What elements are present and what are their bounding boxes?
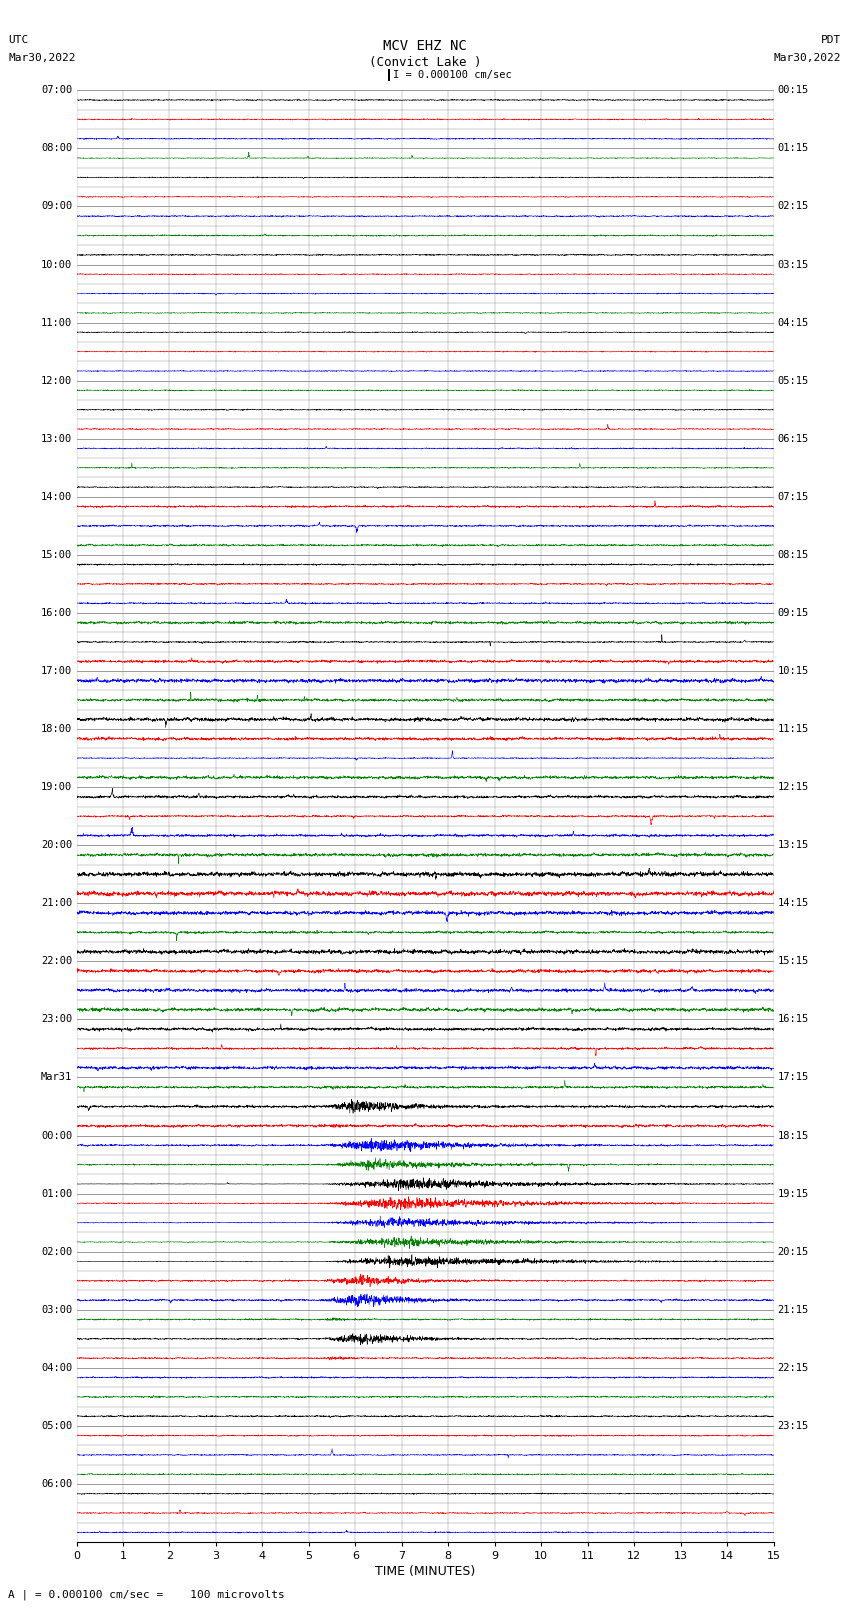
Text: 23:00: 23:00 (41, 1015, 72, 1024)
Text: 14:15: 14:15 (778, 898, 809, 908)
Text: 16:15: 16:15 (778, 1015, 809, 1024)
Text: 02:00: 02:00 (41, 1247, 72, 1257)
Text: Mar30,2022: Mar30,2022 (8, 53, 76, 63)
Text: A | = 0.000100 cm/sec =    100 microvolts: A | = 0.000100 cm/sec = 100 microvolts (8, 1589, 286, 1600)
Text: 15:00: 15:00 (41, 550, 72, 560)
Text: 04:15: 04:15 (778, 318, 809, 327)
Text: 09:00: 09:00 (41, 202, 72, 211)
Text: 11:00: 11:00 (41, 318, 72, 327)
Text: 12:15: 12:15 (778, 782, 809, 792)
Text: 01:00: 01:00 (41, 1189, 72, 1198)
Text: 17:00: 17:00 (41, 666, 72, 676)
Text: 03:00: 03:00 (41, 1305, 72, 1315)
Text: 19:15: 19:15 (778, 1189, 809, 1198)
Text: PDT: PDT (821, 35, 842, 45)
Text: 13:00: 13:00 (41, 434, 72, 444)
Text: MCV EHZ NC: MCV EHZ NC (383, 39, 467, 53)
Text: 19:00: 19:00 (41, 782, 72, 792)
Text: 03:15: 03:15 (778, 260, 809, 269)
Text: 15:15: 15:15 (778, 957, 809, 966)
Text: 20:00: 20:00 (41, 840, 72, 850)
Text: 06:00: 06:00 (41, 1479, 72, 1489)
Text: 05:00: 05:00 (41, 1421, 72, 1431)
Text: UTC: UTC (8, 35, 29, 45)
Text: 12:00: 12:00 (41, 376, 72, 386)
Text: 13:15: 13:15 (778, 840, 809, 850)
Text: 05:15: 05:15 (778, 376, 809, 386)
Text: 10:00: 10:00 (41, 260, 72, 269)
Text: 10:15: 10:15 (778, 666, 809, 676)
Text: 14:00: 14:00 (41, 492, 72, 502)
Text: 09:15: 09:15 (778, 608, 809, 618)
Text: 02:15: 02:15 (778, 202, 809, 211)
Text: 18:00: 18:00 (41, 724, 72, 734)
Text: I = 0.000100 cm/sec: I = 0.000100 cm/sec (393, 69, 512, 81)
Text: 21:15: 21:15 (778, 1305, 809, 1315)
Text: 07:15: 07:15 (778, 492, 809, 502)
Text: 23:15: 23:15 (778, 1421, 809, 1431)
Text: 00:15: 00:15 (778, 85, 809, 95)
Text: 22:15: 22:15 (778, 1363, 809, 1373)
X-axis label: TIME (MINUTES): TIME (MINUTES) (375, 1565, 475, 1578)
Text: 00:00: 00:00 (41, 1131, 72, 1140)
Text: 18:15: 18:15 (778, 1131, 809, 1140)
Text: Mar30,2022: Mar30,2022 (774, 53, 842, 63)
Text: 17:15: 17:15 (778, 1073, 809, 1082)
Text: 11:15: 11:15 (778, 724, 809, 734)
Text: 08:15: 08:15 (778, 550, 809, 560)
Text: 04:00: 04:00 (41, 1363, 72, 1373)
Text: 07:00: 07:00 (41, 85, 72, 95)
Text: 08:00: 08:00 (41, 144, 72, 153)
Text: (Convict Lake ): (Convict Lake ) (369, 56, 481, 69)
Text: Mar31: Mar31 (41, 1073, 72, 1082)
Text: 01:15: 01:15 (778, 144, 809, 153)
Text: 06:15: 06:15 (778, 434, 809, 444)
Text: 22:00: 22:00 (41, 957, 72, 966)
Text: 16:00: 16:00 (41, 608, 72, 618)
Text: 20:15: 20:15 (778, 1247, 809, 1257)
Text: 21:00: 21:00 (41, 898, 72, 908)
